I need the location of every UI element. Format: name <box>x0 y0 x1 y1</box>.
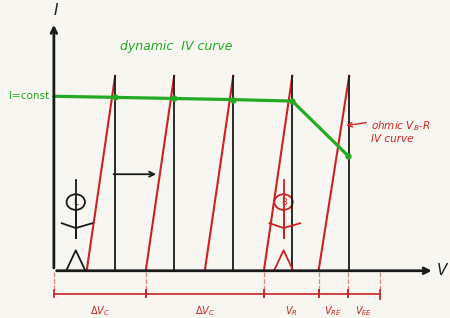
Text: B: B <box>281 197 287 207</box>
Text: L: L <box>73 197 78 207</box>
Text: $\Delta V_C$: $\Delta V_C$ <box>195 304 215 318</box>
Text: $\Delta V_C$: $\Delta V_C$ <box>90 304 110 318</box>
Text: $V_R$: $V_R$ <box>285 304 297 318</box>
Text: I: I <box>54 3 58 18</box>
Text: $V_{RE}$: $V_{RE}$ <box>324 304 342 318</box>
Text: $V_{EE}$: $V_{EE}$ <box>355 304 372 318</box>
Text: dynamic  IV curve: dynamic IV curve <box>120 40 233 53</box>
Text: ohmic $V_B$-R
IV curve: ohmic $V_B$-R IV curve <box>371 119 430 144</box>
Text: V: V <box>436 263 447 278</box>
Text: I=const: I=const <box>9 91 49 101</box>
